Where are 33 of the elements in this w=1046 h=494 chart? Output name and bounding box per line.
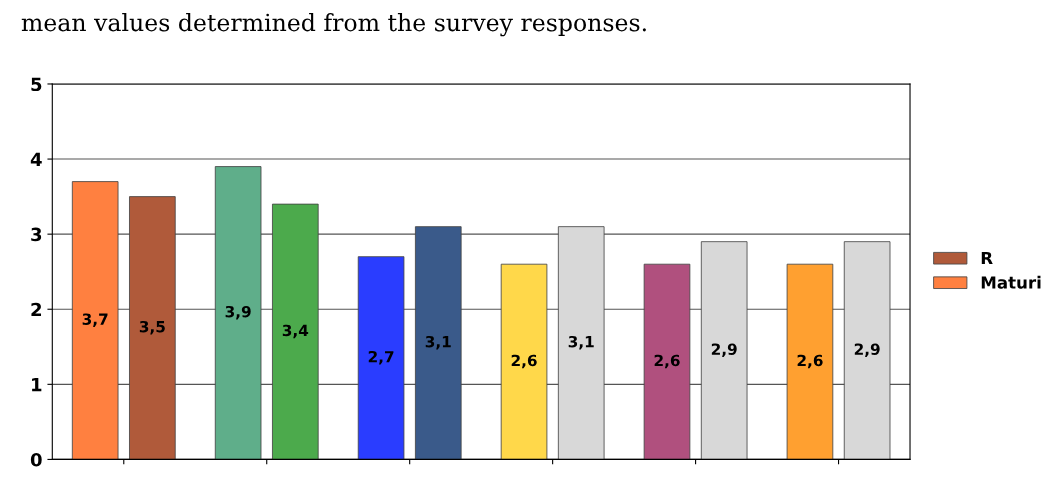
chart-title: mean values determined from the survey responses. xyxy=(21,13,646,37)
data-label: 2,6 xyxy=(654,354,680,369)
bar xyxy=(214,166,262,460)
data-label: 2,6 xyxy=(511,354,537,369)
data-label: 3,4 xyxy=(282,324,309,339)
bar xyxy=(786,263,834,460)
y-tick-label: 3 xyxy=(31,227,42,242)
data-label: 2,6 xyxy=(797,354,823,369)
data-label: 3,5 xyxy=(139,320,165,335)
legend-label: R xyxy=(981,251,993,265)
bar xyxy=(700,241,748,460)
legend-label: Maturi xyxy=(981,275,1041,289)
y-tick-label: 0 xyxy=(30,452,42,467)
y-tick-label: 5 xyxy=(31,77,42,92)
bar xyxy=(272,203,319,460)
bar xyxy=(357,256,405,460)
y-tick-label: 1 xyxy=(32,378,42,392)
bar xyxy=(129,196,176,460)
y-tick-label: 2 xyxy=(31,302,42,317)
data-label: 2,9 xyxy=(854,343,880,357)
data-label: 2,7 xyxy=(368,350,394,365)
data-label: 3,7 xyxy=(82,313,108,327)
bar xyxy=(71,181,119,460)
y-tick-label: 4 xyxy=(30,152,42,166)
bar xyxy=(557,226,605,460)
data-label: 3,1 xyxy=(568,335,594,350)
bar xyxy=(414,226,462,460)
data-label: 2,9 xyxy=(711,343,737,357)
bar xyxy=(843,241,891,460)
data-label: 3,1 xyxy=(425,335,451,350)
data-label: 3,9 xyxy=(225,305,251,320)
bar xyxy=(500,263,548,460)
bar xyxy=(643,263,691,460)
